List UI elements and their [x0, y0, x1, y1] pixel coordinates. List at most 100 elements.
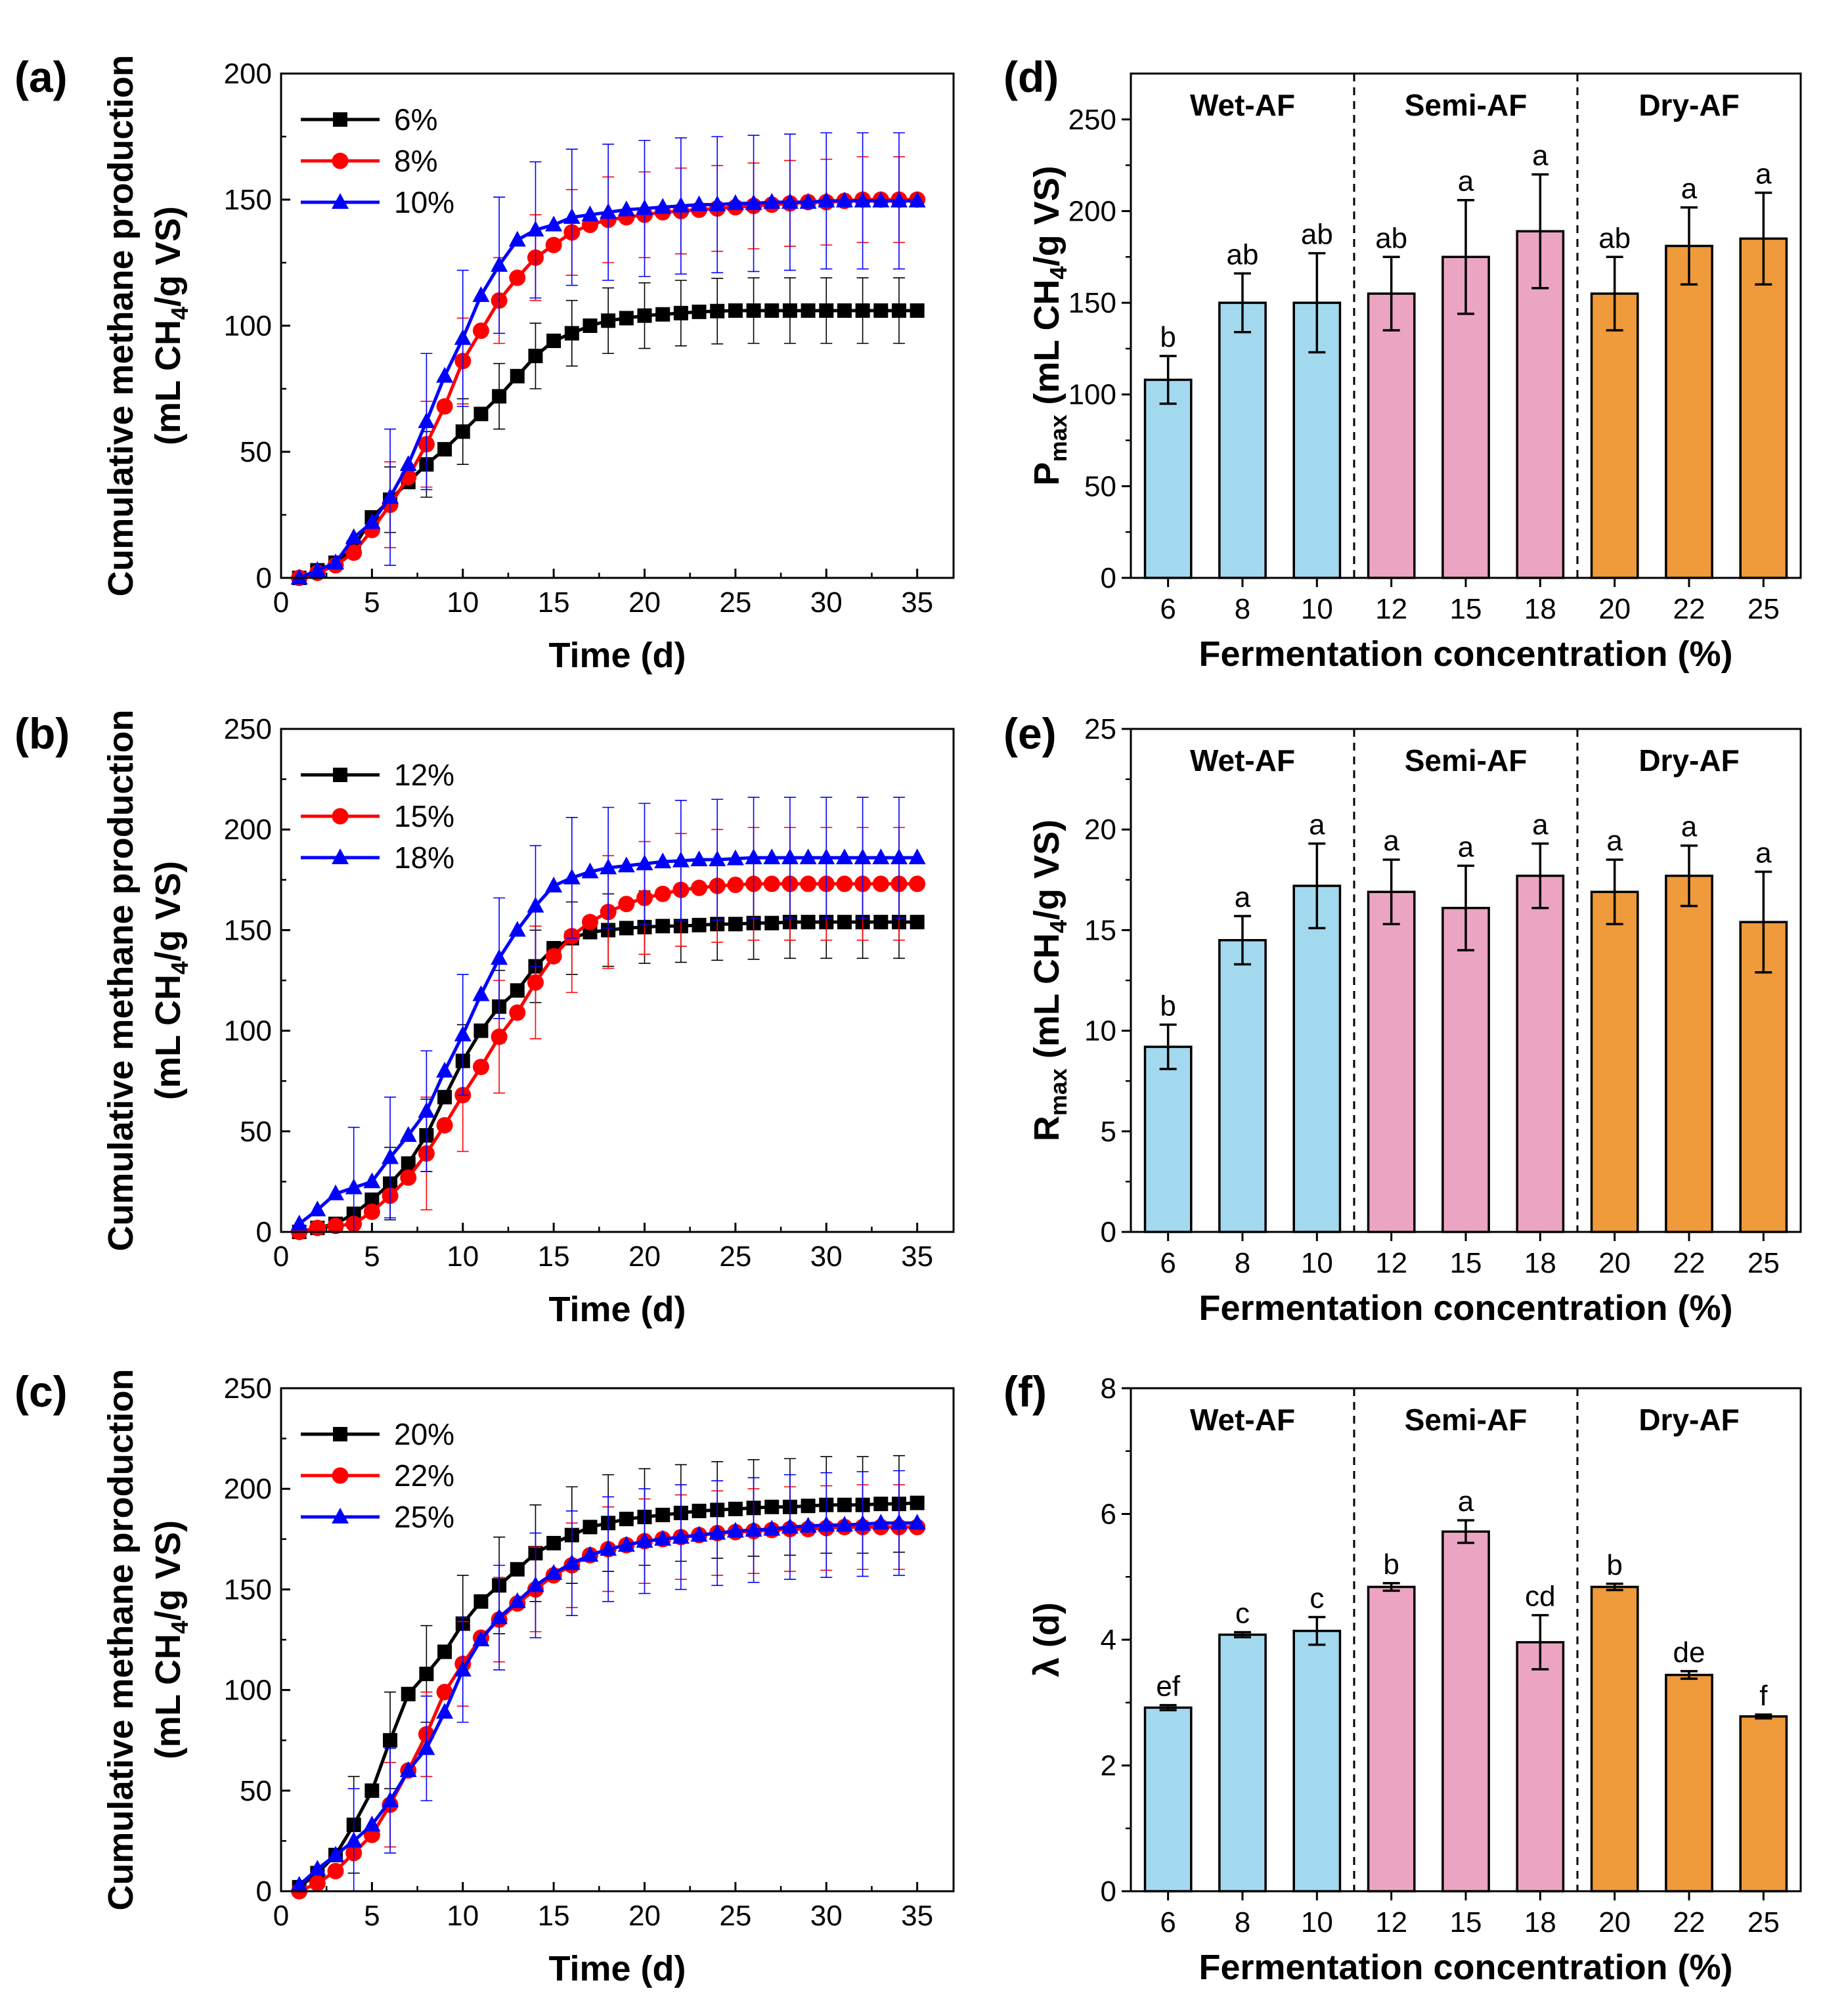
bar-group: ab — [1367, 222, 1416, 579]
data-point — [509, 269, 526, 286]
data-point — [472, 985, 490, 1001]
significance-letter: de — [1673, 1636, 1705, 1669]
bar — [1590, 1585, 1639, 1893]
data-point — [655, 1508, 671, 1523]
data-point — [437, 442, 452, 457]
bar — [1665, 1673, 1713, 1893]
bar-group: a — [1367, 825, 1416, 1233]
data-point — [837, 915, 852, 930]
bar-group: ab — [1292, 219, 1342, 579]
y-tick-label: 0 — [1101, 562, 1116, 594]
x-tick-label: 0 — [273, 1900, 289, 1932]
data-point — [436, 398, 453, 415]
data-point — [854, 191, 871, 208]
data-point — [854, 1514, 871, 1531]
data-point — [491, 1608, 508, 1625]
data-point — [764, 915, 780, 931]
data-point — [527, 896, 544, 913]
x-tick-label: 25 — [1748, 1906, 1780, 1939]
data-point — [890, 191, 908, 208]
data-point — [509, 1004, 526, 1021]
data-point — [801, 915, 816, 930]
x-tick-label: 6 — [1160, 1247, 1176, 1279]
data-point — [510, 983, 525, 998]
axes-frame — [1130, 72, 1802, 579]
group-label: Semi-AF — [1405, 1403, 1528, 1437]
data-point — [654, 852, 672, 869]
data-point — [818, 848, 835, 865]
data-point — [290, 1214, 308, 1231]
bar — [1143, 1706, 1193, 1893]
data-point — [309, 1875, 326, 1892]
data-point — [672, 851, 690, 867]
data-point — [799, 1516, 817, 1533]
data-point — [583, 1520, 598, 1535]
data-point — [583, 318, 598, 333]
data-point — [472, 1631, 490, 1646]
data-point — [546, 334, 561, 349]
data-point — [333, 768, 347, 782]
data-point — [764, 303, 780, 318]
significance-letter: a — [1383, 825, 1399, 857]
significance-letter: a — [1458, 1485, 1474, 1518]
y-tick-label: 0 — [256, 562, 272, 594]
x-axis-title: Time (d) — [548, 1949, 686, 1988]
x-tick-label: 18 — [1524, 1247, 1556, 1279]
bar-group: a — [1590, 825, 1639, 1233]
data-point — [545, 948, 562, 965]
x-tick-label: 10 — [447, 1900, 479, 1932]
data-point — [654, 885, 671, 902]
data-point — [837, 1497, 852, 1512]
y-tick-label: 50 — [240, 436, 272, 468]
data-point — [309, 1200, 326, 1217]
group-label: Wet-AF — [1190, 88, 1295, 122]
data-point — [436, 1703, 454, 1719]
legend-item: 8% — [301, 144, 437, 178]
bar — [1292, 885, 1342, 1233]
data-point — [491, 1028, 508, 1045]
bar-group: a — [1665, 173, 1713, 579]
axes-frame — [280, 72, 955, 579]
data-point — [890, 1514, 908, 1530]
series-0 — [292, 277, 925, 585]
x-tick-label: 12 — [1375, 1906, 1407, 1939]
data-point — [728, 917, 743, 932]
bar — [1590, 292, 1639, 579]
legend-label: 6% — [394, 102, 437, 137]
y-axis-title-part: 4 — [166, 307, 193, 320]
bar-group: a — [1218, 881, 1267, 1233]
y-tick-label: 50 — [240, 1775, 272, 1807]
data-point — [581, 913, 598, 931]
y-tick-label: 50 — [1084, 470, 1116, 502]
y-axis-title-line1: Cumulative methane production — [101, 709, 141, 1251]
data-point — [510, 368, 525, 383]
data-point — [546, 1535, 561, 1550]
significance-letter: a — [1681, 811, 1698, 843]
data-point — [419, 1667, 434, 1682]
line-panel-0: 0 5 10 15 20 25 30 35 0 50 100 150 200 Time (d) Cumula… — [14, 53, 955, 675]
data-point — [763, 192, 781, 209]
y-tick-label: 100 — [224, 1015, 272, 1047]
panel-label: (c) — [14, 1367, 68, 1416]
data-point — [836, 875, 853, 892]
legend-item: 15% — [301, 799, 454, 833]
y-tick-label: 150 — [1068, 287, 1116, 319]
data-point — [473, 1023, 489, 1038]
legend-label: 10% — [394, 185, 454, 219]
significance-letter: a — [1755, 158, 1772, 190]
data-point — [781, 1518, 799, 1534]
y-tick-label: 100 — [224, 1675, 272, 1707]
bar-group: f — [1739, 1680, 1788, 1893]
significance-letter: b — [1383, 1548, 1399, 1581]
data-point — [891, 303, 906, 318]
x-tick-label: 22 — [1673, 1906, 1705, 1939]
data-point — [763, 848, 781, 865]
y-axis-title-part: 4 — [166, 1621, 193, 1634]
group-label: Wet-AF — [1190, 1403, 1295, 1437]
y-axis-title: λ (d) — [1027, 1602, 1066, 1677]
bar-group: de — [1665, 1636, 1713, 1893]
data-point — [581, 862, 599, 879]
y-tick-label: 150 — [224, 914, 272, 946]
y-tick-label: 25 — [1084, 713, 1116, 745]
legend-label: 15% — [394, 799, 454, 833]
